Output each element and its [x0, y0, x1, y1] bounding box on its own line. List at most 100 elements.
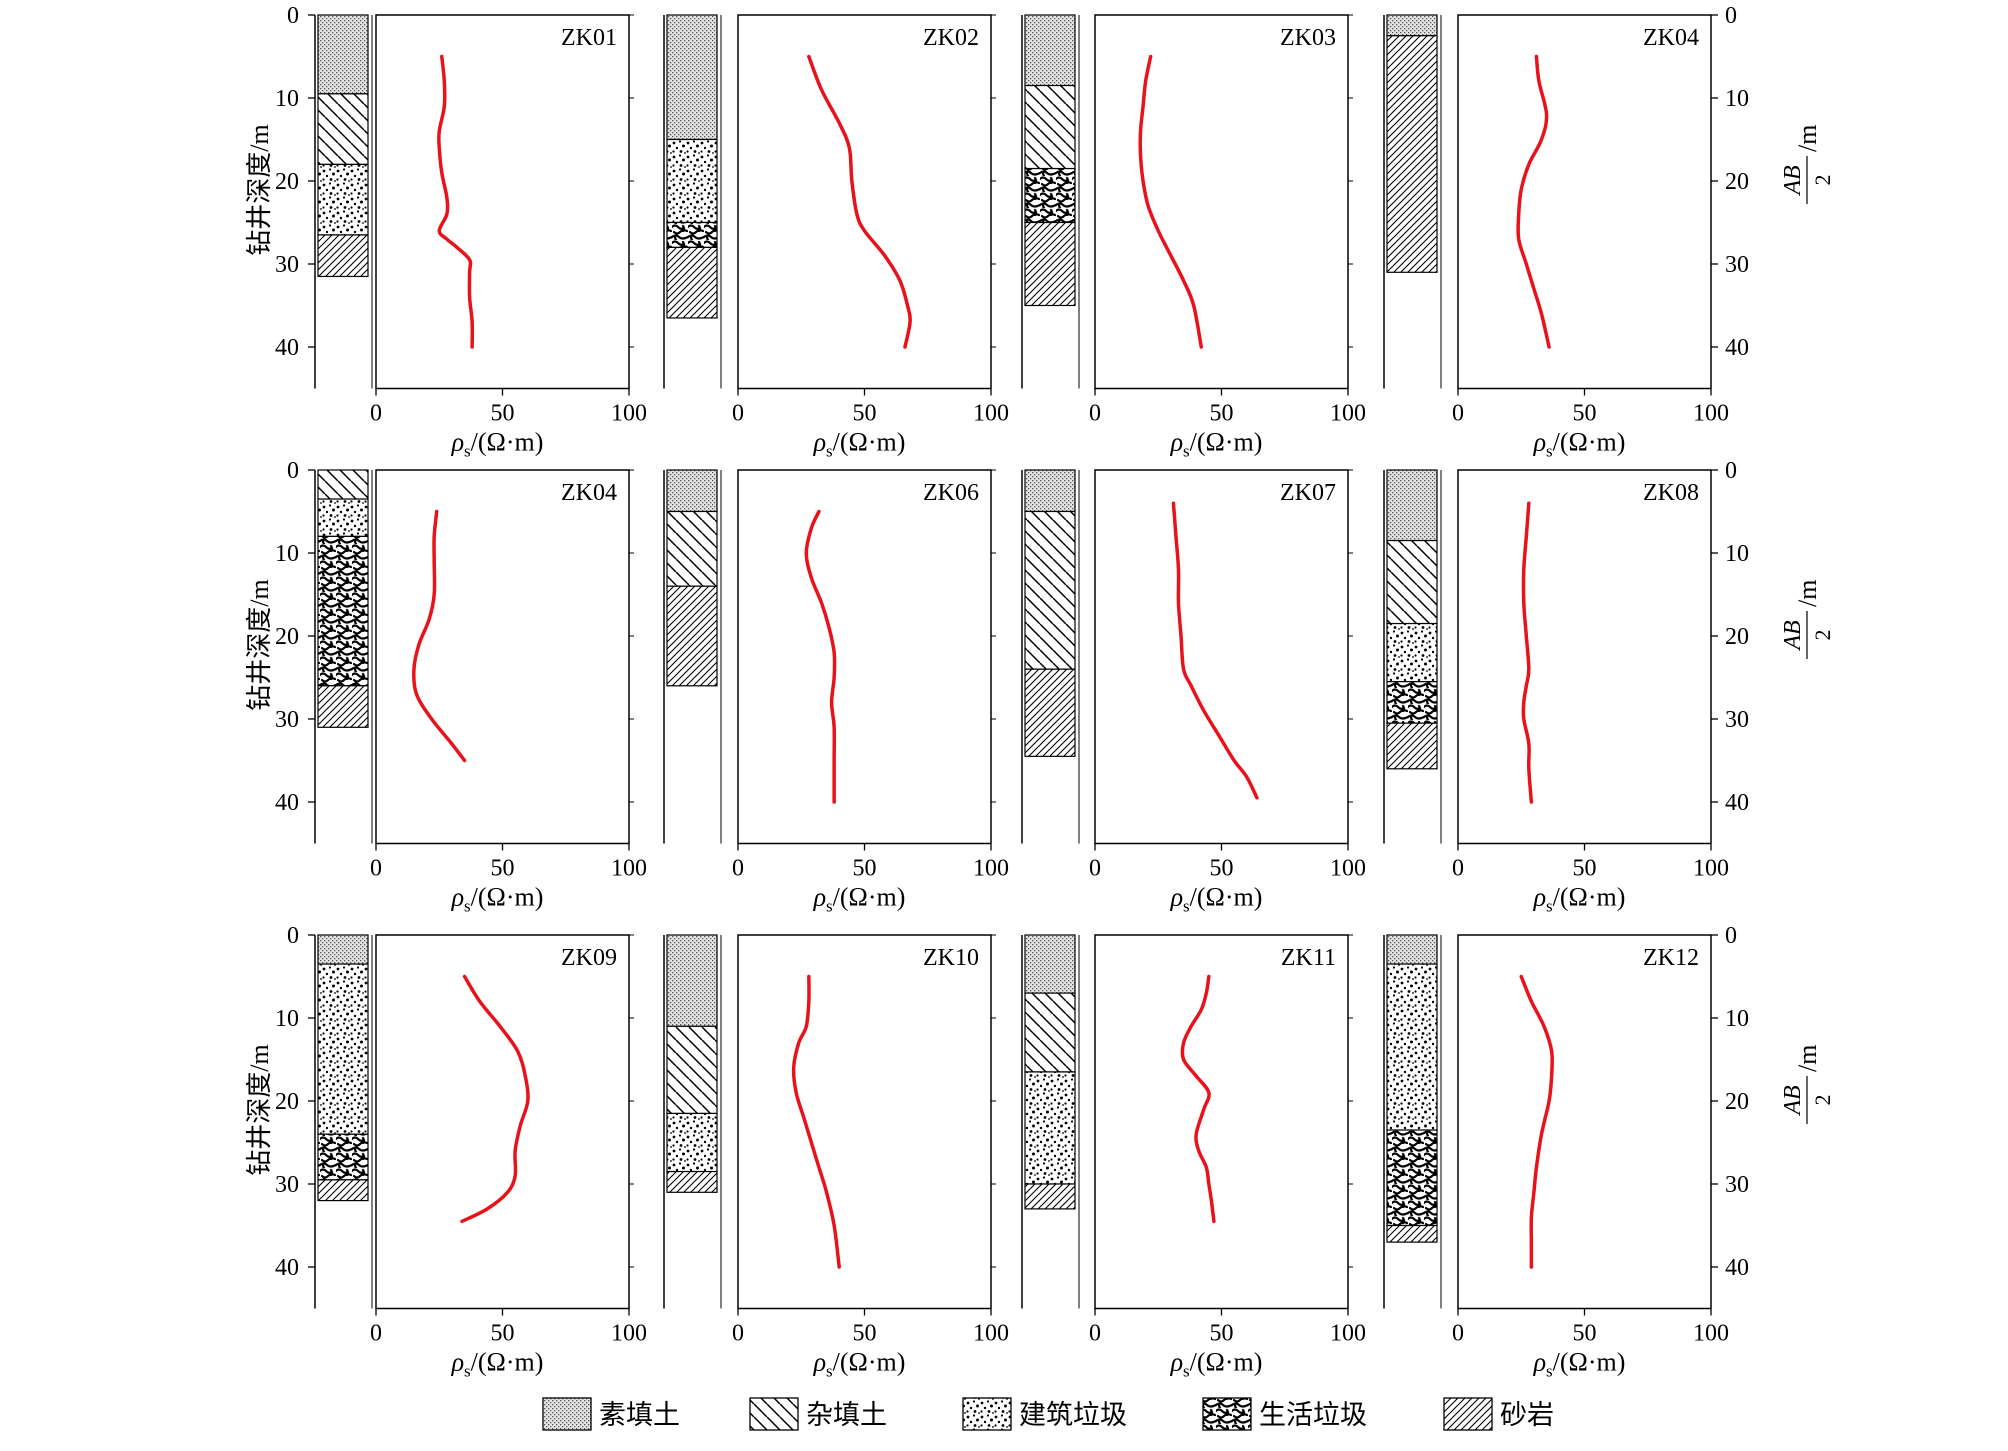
lithology-layer-sh — [1024, 167, 1076, 224]
y-axis-right-label: AB 2/m — [1780, 1045, 1835, 1124]
x-tick-label: 50 — [1573, 1321, 1597, 1347]
x-axis-label: ρs/(Ω·m) — [1170, 1348, 1263, 1381]
y-axis-right-denominator: 2 — [1810, 1095, 1835, 1106]
resistivity-curve-zk04 — [412, 509, 467, 763]
y-axis-left-label: 钻井深度/m — [245, 1044, 274, 1175]
x-tick-label: 0 — [370, 856, 382, 882]
x-axis-label: ρs/(Ω·m) — [451, 428, 544, 461]
y-tick-label-right: 30 — [1725, 707, 1749, 733]
resistivity-curve-zk03 — [1138, 54, 1204, 349]
x-axis-label: ρs/(Ω·m) — [813, 428, 906, 461]
plot-frame — [1094, 469, 1349, 845]
lithology-layer-za — [317, 93, 369, 166]
panel-title: ZK03 — [1280, 25, 1336, 51]
x-axis-label: ρs/(Ω·m) — [1170, 883, 1263, 916]
lithology-layer-sh — [317, 1133, 369, 1181]
panel-title: ZK09 — [561, 945, 617, 971]
lithology-layer-sy — [1386, 35, 1438, 273]
lithology-layer-za — [666, 1025, 718, 1115]
plot-frame — [1094, 14, 1349, 390]
y-tick-label-right: 40 — [1725, 790, 1749, 816]
y-axis-left-label: 钻井深度/m — [245, 124, 274, 255]
y-tick-label: 20 — [275, 169, 299, 195]
chart-panel-zk08: 0 50 100 ρs/(Ω·m) 0 10 20 30 40 ZK08 — [1383, 458, 1749, 916]
y-tick-label-right: 40 — [1725, 335, 1749, 361]
resistivity-curve-zk01 — [437, 54, 475, 349]
legend-swatch-jz — [962, 1397, 1012, 1431]
x-axis-label: ρs/(Ω·m) — [451, 1348, 544, 1381]
y-tick-label-right: 0 — [1725, 923, 1737, 949]
legend: 素填土 杂填土 建筑垃圾 生活垃圾 砂岩 — [542, 1397, 1554, 1431]
y-tick-label-right: 0 — [1725, 458, 1737, 484]
y-axis-right-label: AB 2/m — [1780, 125, 1835, 204]
chart-panel-zk04: 0 50 100 ρs/(Ω·m) 0 10 20 30 40 ZK04 — [1383, 3, 1749, 461]
y-tick-label-right: 20 — [1725, 1089, 1749, 1115]
x-tick-label: 0 — [370, 401, 382, 427]
x-tick-label: 100 — [611, 856, 647, 882]
plot-frame — [375, 934, 630, 1310]
x-tick-label: 100 — [1693, 1321, 1729, 1347]
y-tick-label-right: 20 — [1725, 169, 1749, 195]
chart-panel-zk06: 0 50 100 ρs/(Ω·m) ZK06 — [663, 469, 1009, 916]
x-tick-label: 100 — [973, 856, 1009, 882]
chart-panel-zk03: 0 50 100 ρs/(Ω·m) ZK03 — [1021, 14, 1366, 461]
legend-label-sh: 生活垃圾 — [1259, 1400, 1367, 1430]
y-tick-label: 20 — [275, 1089, 299, 1115]
x-tick-label: 100 — [973, 1321, 1009, 1347]
y-tick-label: 30 — [275, 252, 299, 278]
lithology-layer-jz — [666, 1112, 718, 1173]
lithology-layer-sy — [1386, 1224, 1438, 1243]
panel-title: ZK04 — [561, 480, 617, 506]
y-tick-label: 0 — [287, 923, 299, 949]
lithology-layer-su — [1024, 934, 1076, 994]
y-axis-right-numerator: AB — [1780, 165, 1806, 197]
x-tick-label: 0 — [732, 401, 744, 427]
chart-panel-zk09: 0 50 100 ρs/(Ω·m) 0 10 20 30 40 ZK09 — [275, 923, 647, 1381]
lithology-layer-jz — [317, 498, 369, 537]
x-axis-label: ρs/(Ω·m) — [451, 883, 544, 916]
x-tick-label: 50 — [1210, 401, 1234, 427]
x-tick-label: 0 — [1089, 856, 1101, 882]
y-tick-label: 40 — [275, 1255, 299, 1281]
panel-title: ZK07 — [1280, 480, 1336, 506]
x-tick-label: 50 — [853, 856, 877, 882]
lithology-layer-su — [317, 934, 369, 965]
lithology-layer-su — [666, 469, 718, 513]
resistivity-curve-zk04 — [1516, 54, 1551, 349]
resistivity-curve-zk07 — [1171, 501, 1259, 800]
x-tick-label: 100 — [973, 401, 1009, 427]
resistivity-curve-zk09 — [460, 974, 530, 1224]
lithology-layer-jz — [1024, 1071, 1076, 1185]
lithology-layer-jz — [1386, 622, 1438, 683]
x-axis-label: ρs/(Ω·m) — [1170, 428, 1263, 461]
y-tick-label-right: 0 — [1725, 3, 1737, 29]
chart-panel-zk07: 0 50 100 ρs/(Ω·m) ZK07 — [1021, 469, 1366, 916]
chart-panel-zk04: 0 50 100 ρs/(Ω·m) 0 10 20 30 40 ZK04 — [275, 458, 647, 916]
x-tick-label: 50 — [1573, 856, 1597, 882]
x-tick-label: 0 — [370, 1321, 382, 1347]
x-tick-label: 50 — [491, 856, 515, 882]
plot-frame — [375, 14, 630, 390]
x-tick-label: 50 — [853, 401, 877, 427]
legend-swatch-su — [542, 1397, 592, 1431]
chart-panel-zk11: 0 50 100 ρs/(Ω·m) ZK11 — [1021, 934, 1366, 1381]
y-tick-label-right: 20 — [1725, 624, 1749, 650]
lithology-layer-za — [1024, 84, 1076, 170]
chart-panel-zk10: 0 50 100 ρs/(Ω·m) ZK10 — [663, 934, 1009, 1381]
resistivity-curve-zk12 — [1519, 974, 1555, 1269]
plot-frame — [737, 934, 992, 1310]
lithology-layer-sy — [1024, 221, 1076, 307]
x-tick-label: 50 — [853, 1321, 877, 1347]
lithology-layer-sy — [1386, 722, 1438, 770]
x-tick-label: 0 — [732, 856, 744, 882]
lithology-layer-jz — [666, 138, 718, 224]
x-axis-label: ρs/(Ω·m) — [1533, 1348, 1626, 1381]
x-axis-label: ρs/(Ω·m) — [1533, 428, 1626, 461]
lithology-layer-sy — [666, 585, 718, 687]
x-tick-label: 100 — [1693, 856, 1729, 882]
lithology-layer-sy — [666, 246, 718, 319]
lithology-layer-sy — [1024, 668, 1076, 757]
x-tick-label: 100 — [1330, 1321, 1366, 1347]
x-tick-label: 50 — [491, 401, 515, 427]
